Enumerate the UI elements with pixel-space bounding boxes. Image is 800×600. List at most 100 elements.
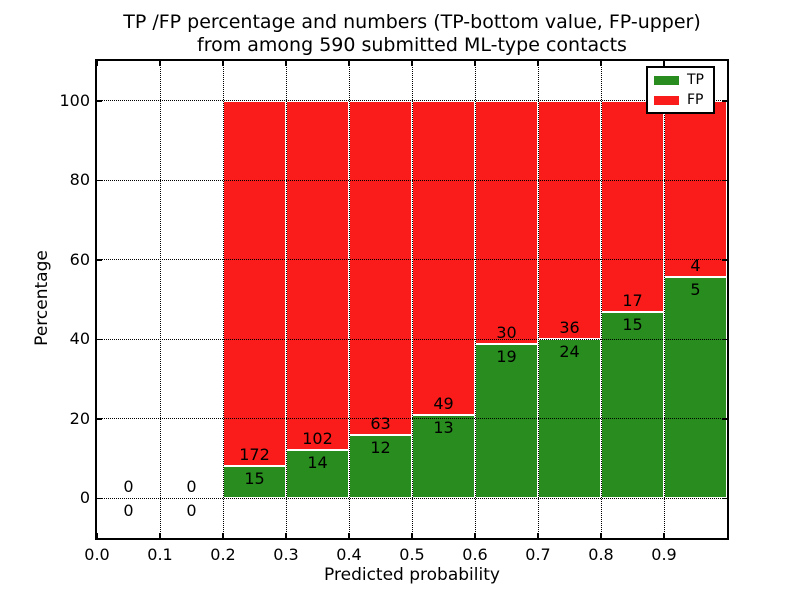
tick-mark-y-left (97, 338, 102, 340)
tick-label-y: 100 (59, 90, 90, 110)
tick-label-x: 0.9 (651, 545, 677, 564)
bar-count-tp: 0 (123, 501, 134, 521)
tick-mark-x-bottom (474, 533, 476, 538)
tick-mark-x-bottom (159, 533, 161, 538)
gridline-x (663, 61, 665, 538)
bar-count-tp: 19 (496, 347, 517, 367)
plot-area: 0 0 0 0 172 15 102 14 63 12 49 13 30 19 36 24 17 15 4 5 0.0 0… (59, 59, 729, 564)
tick-mark-y-right (722, 259, 727, 261)
tick-mark-y-left (97, 100, 102, 102)
bar-count-tp: 0 (186, 501, 197, 521)
tick-mark-x-top (474, 61, 476, 66)
bar-segment-tp (601, 311, 664, 499)
tick-mark-y-right (722, 418, 727, 420)
tick-mark-y-right (722, 100, 727, 102)
chart-title-line-2: from among 590 submitted ML-type contact… (197, 34, 627, 56)
tick-mark-x-bottom (537, 533, 539, 538)
gridline-y (97, 497, 727, 499)
legend-item-tp: TP (654, 71, 707, 88)
bar-count-fp: 102 (302, 429, 333, 449)
bar-segment-fp (475, 100, 538, 345)
gridline-y (97, 259, 727, 261)
tick-mark-y-left (97, 179, 102, 181)
bar-segment-fp (601, 100, 664, 312)
gridline-y (97, 338, 727, 340)
bar-count-tp: 5 (690, 280, 701, 300)
tick-mark-x-top (600, 61, 602, 66)
bar-count-fp: 17 (622, 290, 643, 310)
gridline-y (97, 100, 727, 102)
tick-mark-x-top (285, 61, 287, 66)
tick-mark-x-bottom (663, 533, 665, 538)
x-axis-label: Predicted probability (324, 565, 500, 585)
bar-count-fp: 4 (690, 256, 701, 276)
legend-label-tp: TP (687, 71, 704, 88)
tick-label-y: 80 (69, 170, 90, 190)
bar-count-fp: 30 (496, 323, 517, 343)
bar-segment-fp (412, 100, 475, 415)
bar-segment-fp (538, 100, 601, 340)
tick-label-x: 0.1 (147, 545, 173, 564)
gridline-x (537, 61, 539, 538)
bar-count-fp: 172 (239, 445, 270, 465)
tick-mark-x-bottom (285, 533, 287, 538)
gridline-x (411, 61, 413, 538)
gridline-x (159, 61, 161, 538)
gridline-y (97, 418, 727, 420)
bar-count-tp: 14 (307, 453, 328, 473)
gridline-x (285, 61, 287, 538)
tick-label-x: 0.8 (588, 545, 614, 564)
bar-count-fp: 0 (186, 477, 197, 497)
tick-mark-x-bottom (600, 533, 602, 538)
bar-segment-tp (286, 450, 349, 499)
tick-mark-x-top (411, 61, 413, 66)
tick-label-x: 0.3 (273, 545, 299, 564)
bar-count-fp: 0 (123, 477, 134, 497)
gridline-y (97, 179, 727, 181)
bar-segment-tp (349, 434, 412, 499)
bar-count-fp: 63 (370, 413, 391, 433)
tick-label-x: 0.0 (84, 545, 110, 564)
tick-label-x: 0.6 (462, 545, 488, 564)
y-axis-label: Percentage (32, 250, 52, 346)
legend-swatch-fp (654, 95, 679, 105)
tick-mark-y-right (722, 179, 727, 181)
bar-segment-tp (223, 466, 286, 499)
tick-mark-y-right (722, 338, 727, 340)
legend: TP FP (646, 66, 715, 114)
bar-count-fp: 49 (433, 393, 454, 413)
tick-label-y: 40 (69, 329, 90, 349)
tick-mark-x-bottom (222, 533, 224, 538)
tick-label-y: 0 (79, 488, 90, 508)
tick-mark-y-left (97, 497, 102, 499)
tick-mark-x-bottom (411, 533, 413, 538)
tick-label-y: 60 (69, 249, 90, 269)
bar-count-fp: 36 (559, 318, 580, 338)
tick-mark-x-bottom (348, 533, 350, 538)
tick-label-x: 0.7 (525, 545, 551, 564)
legend-item-fp: FP (654, 92, 707, 108)
bar-segment-fp (349, 100, 412, 435)
tick-mark-y-left (97, 259, 102, 261)
gridline-x (348, 61, 350, 538)
bar-segment-tp (475, 344, 538, 499)
chart-title-line-1: TP /FP percentage and numbers (TP-bottom… (123, 11, 701, 33)
bar-segment-tp (664, 277, 727, 499)
bar-count-tp: 15 (244, 469, 265, 489)
tick-mark-x-top (159, 61, 161, 66)
tick-mark-x-top (537, 61, 539, 66)
tick-label-x: 0.4 (336, 545, 362, 564)
legend-swatch-tp (654, 75, 679, 85)
bar-segment-fp (286, 100, 349, 451)
bar-count-tp: 15 (622, 314, 643, 334)
gridline-x (222, 61, 224, 538)
tick-mark-x-top (96, 61, 98, 66)
bar-count-tp: 24 (559, 342, 580, 362)
bar-count-tp: 12 (370, 437, 391, 457)
bar-segment-fp (223, 100, 286, 467)
bar-segment-fp (664, 100, 727, 278)
tick-mark-x-top (222, 61, 224, 66)
tick-label-x: 0.2 (210, 545, 236, 564)
tick-mark-x-top (348, 61, 350, 66)
